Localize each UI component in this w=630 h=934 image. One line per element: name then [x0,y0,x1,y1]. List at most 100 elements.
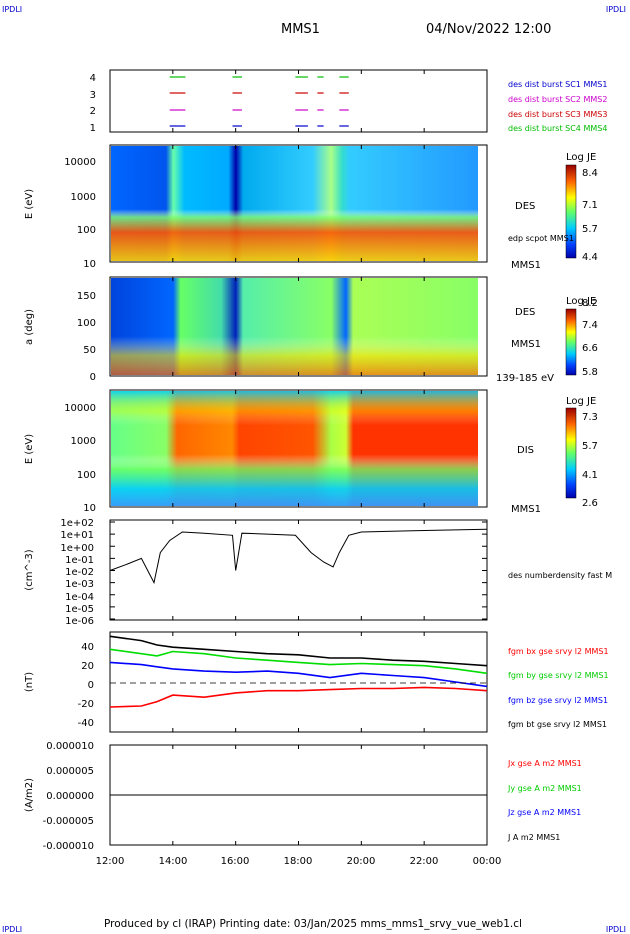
ylabel-current: (A/m2) [24,778,35,812]
des-energy-overlay-label: edp scpot MMS1 [508,234,574,243]
legend-jx: Jx gse A m2 MMS1 [507,759,582,768]
panel-density-frame [109,519,488,621]
ylabel-dis-energy: E (eV) [24,434,35,464]
bfield-series-line [109,686,488,708]
ytick-dis-energy: 10000 [64,403,96,414]
dis-energy-label: DIS [517,445,534,456]
ytick-burst: 1 [90,123,96,134]
ytick-current: 0.000005 [46,766,94,777]
xtick-label: 16:00 [221,856,250,867]
ytick-density: 1e-06 [65,616,94,627]
footer-text: Produced by cl (IRAP) Printing date: 03/… [104,918,522,930]
legend-bt: fgm bt gse srvy l2 MMS1 [508,720,607,729]
colorbar-dis-energy-tick: 2.6 [582,498,598,509]
colorbar-des-energy [565,164,577,259]
colorbar-dis-energy-title: Log JE [566,396,596,407]
ytick-current: -0.000005 [43,816,94,827]
des-pitch-energy-range: 139-185 eV [496,373,554,384]
ytick-des-pitch: 50 [83,345,96,356]
ytick-bfield: -40 [78,718,94,729]
des-pitch-sublabel: MMS1 [511,339,541,350]
colorbar-des-energy-tick: 5.7 [582,224,598,235]
ytick-des-energy: 10 [83,259,96,270]
page-date: 04/Nov/2022 12:00 [426,22,552,37]
corner-label-left: IPDLI [2,5,23,14]
ytick-burst: 2 [90,106,96,117]
legend-jz: Jz gse A m2 MMS1 [507,808,581,817]
ylabel-des-pitch: a (deg) [24,309,35,345]
des-energy-heatmap-overlay [111,146,478,261]
ytick-density: 1e+00 [60,543,94,554]
ytick-dis-energy: 1000 [71,436,96,447]
ytick-current: 0.000010 [46,741,94,752]
ytick-des-energy: 10000 [64,157,96,168]
des-energy-sublabel: MMS1 [511,260,541,271]
legend-burst-2: des dist burst SC2 MMS2 [508,95,607,104]
ytick-dis-energy: 10 [83,503,96,514]
colorbar-des-energy-title: Log JE [566,152,596,163]
legend-burst-3: des dist burst SC3 MMS3 [508,110,607,119]
colorbar-des-pitch-tick: 5.8 [582,367,598,378]
legend-by: fgm by gse srvy l2 MMS1 [508,671,609,680]
ytick-burst: 4 [90,73,96,84]
des-pitch-label: DES [515,307,535,318]
dis-energy-heatmap-overlay [111,391,478,506]
panel-burst-frame [109,69,488,133]
colorbar-des-energy-tick: 8.4 [582,168,598,179]
colorbar-des-pitch-title: Log JE [566,296,596,307]
legend-bx: fgm bx gse srvy l2 MMS1 [508,647,609,656]
ytick-bfield: 0 [88,680,94,691]
ytick-dis-energy: 100 [77,470,96,481]
ylabel-des-energy: E (eV) [24,189,35,219]
ytick-des-energy: 1000 [71,192,96,203]
ytick-density: 1e+02 [60,518,94,529]
legend-bz: fgm bz gse srvy l2 MMS1 [508,696,608,705]
ytick-density: 1e-02 [65,567,94,578]
density-series-line [109,528,488,585]
ytick-des-pitch: 100 [77,318,96,329]
colorbar-dis-energy-tick: 7.3 [582,412,598,423]
ytick-des-pitch: 0 [90,372,96,383]
xtick-label: 00:00 [473,856,502,867]
ytick-density: 1e-01 [65,555,94,566]
xtick-label: 20:00 [347,856,376,867]
colorbar-des-pitch-tick: 7.4 [582,320,598,331]
ylabel-bfield: (nT) [24,672,35,692]
dis-energy-sublabel: MMS1 [511,504,541,515]
ytick-des-energy: 100 [77,225,96,236]
colorbar-des-pitch [565,308,577,376]
ytick-density: 1e-05 [65,604,94,615]
footer-corner-right: IPDLI [605,925,626,934]
legend-burst-1: des dist burst SC1 MMS1 [508,80,607,89]
colorbar-dis-energy-tick: 5.7 [582,441,598,452]
legend-density: des numberdensity fast M [508,571,612,580]
colorbar-des-pitch-tick: 6.6 [582,343,598,354]
ytick-density: 1e+01 [60,530,94,541]
footer-corner-left: IPDLI [2,925,23,934]
legend-jy: Jy gse A m2 MMS1 [507,784,582,793]
bfield-series-line [109,648,488,675]
bfield-series-line [109,635,488,667]
ytick-current: 0.000000 [46,791,94,802]
colorbar-dis-energy [565,407,577,499]
corner-label-right: IPDLI [605,5,626,14]
xtick-label: 14:00 [159,856,188,867]
colorbar-des-pitch-tick: 8.2 [582,298,598,309]
legend-burst-4: des dist burst SC4 MMS4 [508,124,607,133]
ylabel-density: (cm^-3) [24,549,35,590]
legend-j: J A m2 MMS1 [507,833,560,842]
colorbar-des-energy-tick: 7.1 [582,200,598,211]
xtick-label: 12:00 [96,856,125,867]
ytick-burst: 3 [90,90,96,101]
ytick-density: 1e-04 [65,592,94,603]
des-energy-label: DES [515,201,535,212]
ytick-bfield: 40 [81,642,94,653]
ytick-density: 1e-03 [65,579,94,590]
des-pitch-heatmap-overlay [111,278,478,375]
bfield-series-line [109,661,488,688]
xtick-label: 18:00 [284,856,313,867]
colorbar-des-energy-tick: 4.4 [582,252,598,263]
ytick-current: -0.000010 [43,841,94,852]
ytick-bfield: -20 [78,699,94,710]
